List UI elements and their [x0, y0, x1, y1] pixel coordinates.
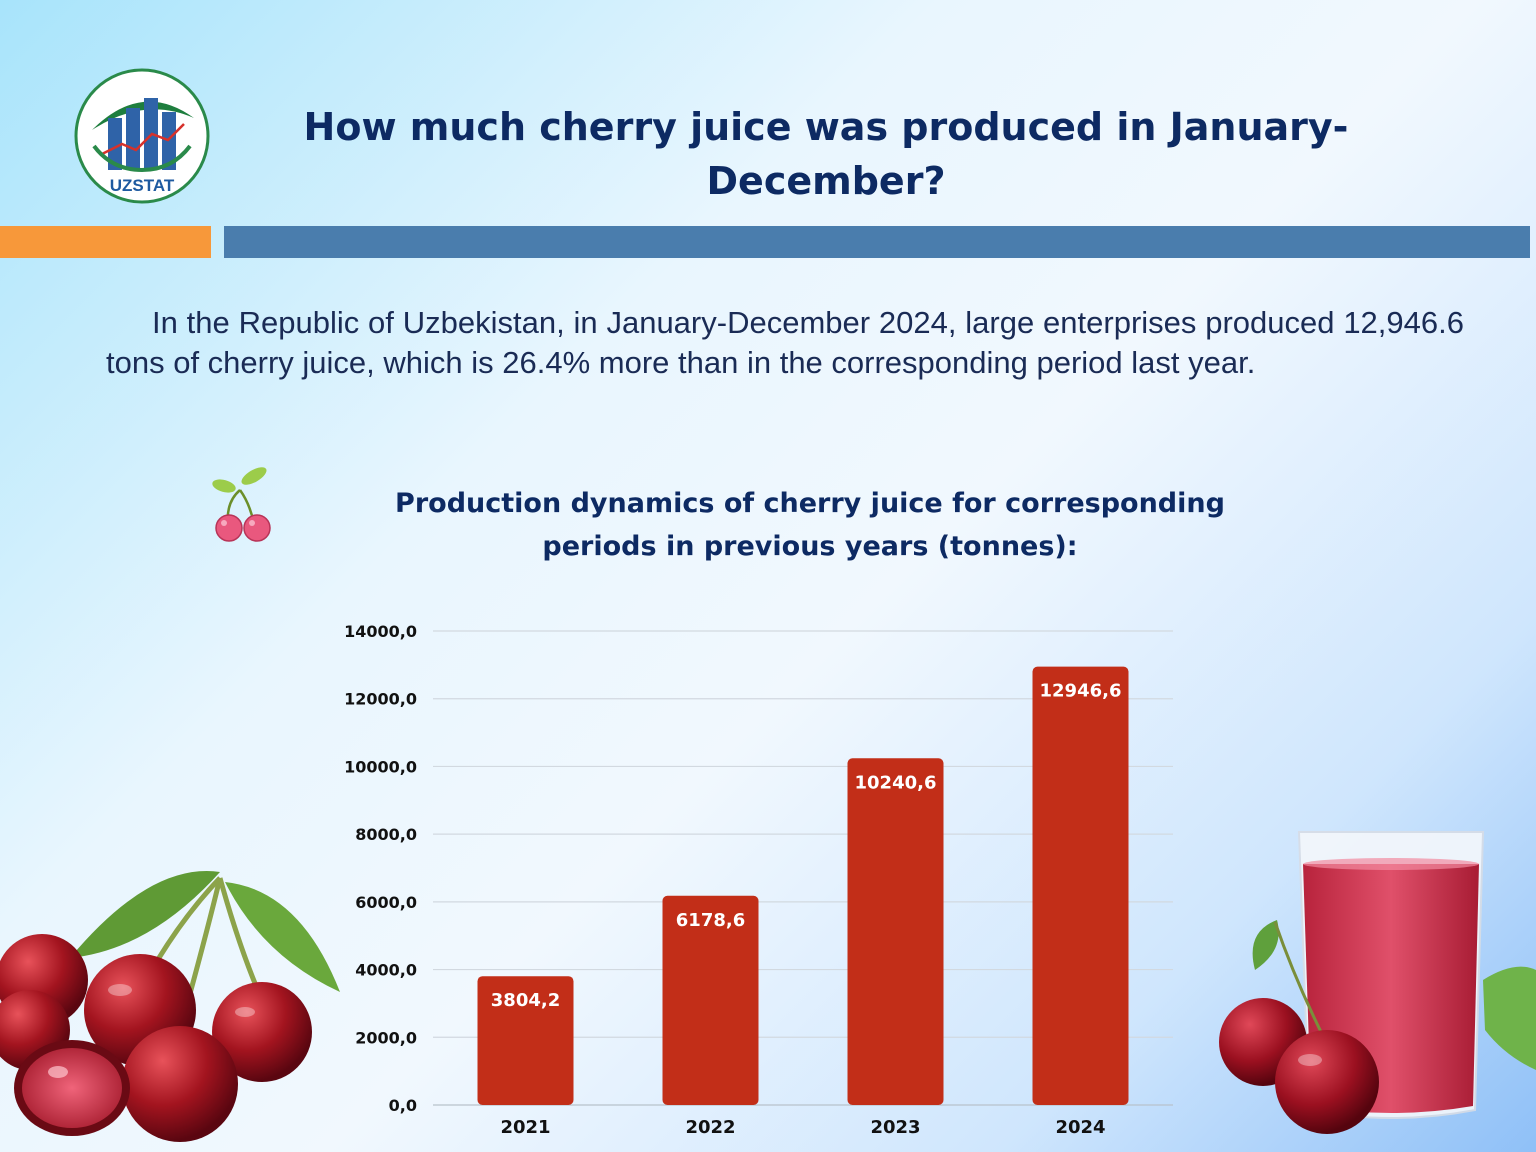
x-tick-label-2022: 2022: [685, 1117, 735, 1138]
value-label-2021: 3804,2: [491, 990, 560, 1011]
bar-2023: [847, 758, 944, 1105]
value-labels: 3804,2 6178,6 10240,6 12946,6: [491, 681, 1122, 1012]
bar-2021: [477, 976, 574, 1105]
y-tick-label: 12000,0: [344, 690, 417, 709]
cherry-icon: [212, 467, 271, 542]
chart-bars: [477, 666, 1129, 1105]
x-tick-label-2023: 2023: [870, 1117, 920, 1138]
bar-2024: [1032, 666, 1129, 1105]
chart-title: Production dynamics of cherry juice for …: [395, 488, 1225, 562]
bar-chart: 0,0 2000,0 4000,0 6000,0 8000,0 10000,0 12000,…: [344, 622, 1173, 1138]
y-tick-label: 14000,0: [344, 622, 417, 641]
y-tick-label: 6000,0: [355, 893, 417, 912]
y-axis-ticks: 0,0 2000,0 4000,0 6000,0 8000,0 10000,0 12000,…: [344, 622, 417, 1115]
bar-2022: [662, 895, 759, 1105]
intro-paragraph: In the Republic of Uzbekistan, in Januar…: [106, 305, 1464, 380]
logo-text: UZSTAT: [110, 176, 175, 195]
accent-bar-blue: [224, 226, 1530, 258]
cherry-juice-glass-image: [1219, 831, 1536, 1134]
y-tick-label: 8000,0: [355, 825, 417, 844]
page-title: How much cherry juice was produced in Ja…: [303, 105, 1349, 203]
accent-bar-orange: [0, 226, 211, 258]
y-tick-label: 0,0: [389, 1096, 417, 1115]
cherries-image: [0, 871, 340, 1142]
value-label-2023: 10240,6: [855, 772, 937, 793]
y-tick-label: 4000,0: [355, 961, 417, 980]
y-tick-label: 10000,0: [344, 757, 417, 776]
value-label-2022: 6178,6: [676, 910, 745, 931]
value-label-2024: 12946,6: [1040, 681, 1122, 702]
x-tick-label-2021: 2021: [500, 1117, 550, 1138]
x-tick-label-2024: 2024: [1055, 1117, 1105, 1138]
uzstat-logo: UZSTAT: [74, 68, 210, 204]
y-tick-label: 2000,0: [355, 1028, 417, 1047]
x-axis-ticks: 2021 2022 2023 2024: [500, 1117, 1105, 1138]
